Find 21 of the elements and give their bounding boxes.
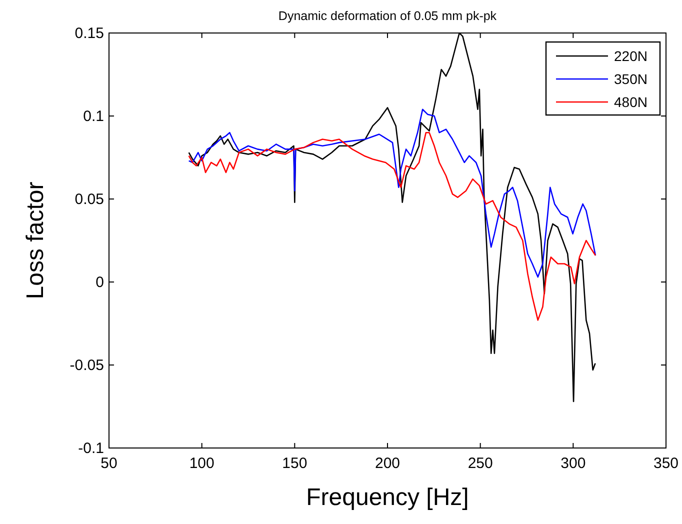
x-tick-label: 50 xyxy=(100,455,118,472)
y-tick-label: -0.1 xyxy=(78,440,104,457)
legend-label: 350N xyxy=(614,71,648,87)
legend-label: 480N xyxy=(614,94,648,110)
y-tick-label: 0.05 xyxy=(74,191,104,208)
y-tick-label: 0.15 xyxy=(74,25,104,42)
y-tick-label: 0 xyxy=(96,274,104,291)
x-tick-label: 150 xyxy=(282,455,308,472)
x-tick-label: 250 xyxy=(468,455,493,472)
x-axis-title: Frequency [Hz] xyxy=(306,484,469,511)
line-series xyxy=(188,108,596,278)
legend-label: 220N xyxy=(614,48,648,64)
y-axis-title: Loss factor xyxy=(22,182,49,300)
y-tick-label: 0.1 xyxy=(83,108,104,125)
x-tick-label: 100 xyxy=(189,455,214,472)
line-series xyxy=(188,132,596,321)
chart-title: Dynamic deformation of 0.05 mm pk-pk xyxy=(278,9,498,23)
y-tick-label: -0.05 xyxy=(70,357,104,374)
x-tick-label: 300 xyxy=(560,455,586,472)
x-tick-label: 350 xyxy=(653,455,679,472)
x-tick-label: 200 xyxy=(374,455,400,472)
